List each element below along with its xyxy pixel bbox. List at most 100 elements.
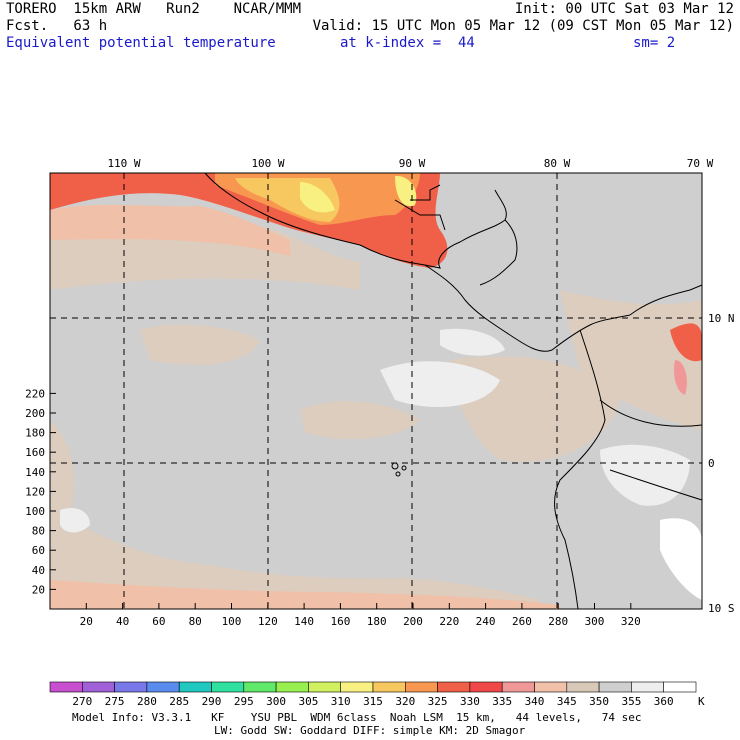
longitude-labels: 110 W 100 W 90 W 80 W 70 W bbox=[107, 157, 713, 170]
galapagos-island-3 bbox=[395, 471, 401, 477]
colorbar-swatch bbox=[49, 681, 83, 693]
y-tick-label: 60 bbox=[32, 544, 45, 557]
lon-label: 70 W bbox=[687, 157, 714, 170]
theta-e-patch-light-2 bbox=[440, 328, 505, 356]
smoothing-info: sm= 2 bbox=[633, 35, 676, 51]
colorbar-swatch bbox=[534, 681, 568, 693]
colorbar-level-label: 295 bbox=[234, 695, 254, 708]
border-colombia-ecuador bbox=[599, 399, 703, 427]
map-plot-area bbox=[49, 172, 703, 610]
colorbar: 270 275 280 285 290 295 300 305 310 315 320 325 330 3… bbox=[49, 681, 697, 708]
theta-e-patch-light-1 bbox=[380, 361, 500, 408]
coastline-north-sa bbox=[629, 284, 703, 316]
colorbar-level-label: 335 bbox=[492, 695, 512, 708]
theta-e-patch-center bbox=[300, 401, 420, 440]
colorbar-level-label: 340 bbox=[525, 695, 545, 708]
colorbar-swatch bbox=[275, 681, 309, 693]
colorbar-swatch bbox=[631, 681, 665, 693]
model-title: TORERO 15km ARW Run2 NCAR/MMM bbox=[6, 1, 302, 17]
field-name: Equivalent potential temperature bbox=[6, 35, 276, 51]
border-guatemala bbox=[394, 199, 446, 231]
coastline-south-america-west bbox=[554, 329, 606, 610]
theta-e-band-340 bbox=[50, 204, 290, 256]
lat-label: 10 S bbox=[708, 602, 735, 615]
colorbar-level-label: 360 bbox=[654, 695, 674, 708]
x-tick-label: 280 bbox=[548, 615, 568, 628]
lon-label: 110 W bbox=[107, 157, 140, 170]
theta-e-patch-east-pink bbox=[674, 360, 687, 395]
colorbar-swatch bbox=[598, 681, 632, 693]
theta-e-patch-light-4 bbox=[60, 508, 90, 533]
theta-e-band-315 bbox=[300, 182, 335, 213]
level-info: at k-index = 44 bbox=[340, 35, 475, 51]
colorbar-level-label: 300 bbox=[266, 695, 286, 708]
x-tick-label: 200 bbox=[403, 615, 423, 628]
y-tick-label: 220 bbox=[25, 387, 45, 400]
x-tick-label: 300 bbox=[585, 615, 605, 628]
colorbar-level-label: 275 bbox=[105, 695, 125, 708]
model-info-line2: LW: Godd SW: Goddard DIFF: simple KM: 2D… bbox=[214, 724, 526, 737]
x-tick-label: 160 bbox=[330, 615, 350, 628]
y-tick-label: 120 bbox=[25, 485, 45, 498]
lat-label: 10 N bbox=[708, 312, 735, 325]
lat-label: 0 bbox=[708, 457, 715, 470]
colorbar-level-label: 305 bbox=[298, 695, 318, 708]
galapagos-island-2 bbox=[401, 465, 407, 471]
colorbar-level-label: 285 bbox=[169, 695, 189, 708]
latitude-labels: 10 N 0 10 S bbox=[708, 312, 735, 615]
colorbar-swatch bbox=[340, 681, 374, 693]
colorbar-swatch bbox=[178, 681, 212, 693]
x-tick-label: 260 bbox=[512, 615, 532, 628]
colorbar-swatch bbox=[469, 681, 503, 693]
theta-e-patch-east-red bbox=[670, 323, 702, 362]
x-tick-label: 40 bbox=[116, 615, 129, 628]
colorbar-unit: K bbox=[698, 695, 705, 708]
colorbar-swatch bbox=[146, 681, 180, 693]
x-tick-label: 140 bbox=[294, 615, 314, 628]
y-tick-label: 180 bbox=[25, 427, 45, 440]
lon-label: 90 W bbox=[399, 157, 426, 170]
lon-label: 80 W bbox=[544, 157, 571, 170]
colorbar-level-label: 350 bbox=[589, 695, 609, 708]
colorbar-level-label: 310 bbox=[331, 695, 351, 708]
x-tick-label: 120 bbox=[258, 615, 278, 628]
colorbar-swatch bbox=[437, 681, 471, 693]
coastline-central-america bbox=[424, 264, 631, 352]
colorbar-level-label: 315 bbox=[363, 695, 383, 708]
x-tick-label: 80 bbox=[189, 615, 202, 628]
border-ecuador-peru bbox=[609, 469, 703, 501]
forecast-hour: Fcst. 63 h bbox=[6, 18, 108, 34]
x-tick-label: 180 bbox=[367, 615, 387, 628]
theta-e-band-340-south bbox=[50, 580, 560, 609]
y-tick-label: 100 bbox=[25, 505, 45, 518]
y-tick-label: 20 bbox=[32, 583, 45, 596]
colorbar-level-label: 280 bbox=[137, 695, 157, 708]
y-tick-label: 160 bbox=[25, 446, 45, 459]
colorbar-swatch bbox=[404, 681, 438, 693]
x-tick-label: 240 bbox=[476, 615, 496, 628]
lon-label: 100 W bbox=[251, 157, 284, 170]
theta-e-patch-light-3 bbox=[600, 444, 690, 506]
x-tick-label: 60 bbox=[152, 615, 165, 628]
colorbar-level-label: 325 bbox=[428, 695, 448, 708]
colorbar-level-label: 320 bbox=[395, 695, 415, 708]
coastlines bbox=[204, 172, 703, 610]
graticule bbox=[50, 173, 702, 609]
y-grid-ticks: 20 40 60 80 100 120 140 160 180 200 220 bbox=[25, 387, 56, 596]
x-grid-ticks: 20 40 60 80 100 120 140 160 180 200 220 240 260 280 30… bbox=[80, 603, 641, 628]
colorbar-swatch bbox=[114, 681, 148, 693]
theta-e-band-345-south bbox=[50, 420, 540, 609]
valid-time: Valid: 15 UTC Mon 05 Mar 12 (09 CST Mon … bbox=[312, 18, 734, 34]
theta-e-band-315b bbox=[395, 175, 417, 207]
border-mexico-guatemala bbox=[410, 184, 441, 201]
colorbar-swatch bbox=[663, 681, 697, 693]
colorbar-swatch bbox=[243, 681, 277, 693]
x-tick-label: 220 bbox=[439, 615, 459, 628]
colorbar-level-label: 270 bbox=[72, 695, 92, 708]
y-tick-label: 40 bbox=[32, 564, 45, 577]
theta-e-patch-west bbox=[140, 324, 260, 365]
colorbar-swatch bbox=[372, 681, 406, 693]
x-tick-label: 100 bbox=[222, 615, 242, 628]
theta-e-patch-land bbox=[560, 290, 702, 430]
